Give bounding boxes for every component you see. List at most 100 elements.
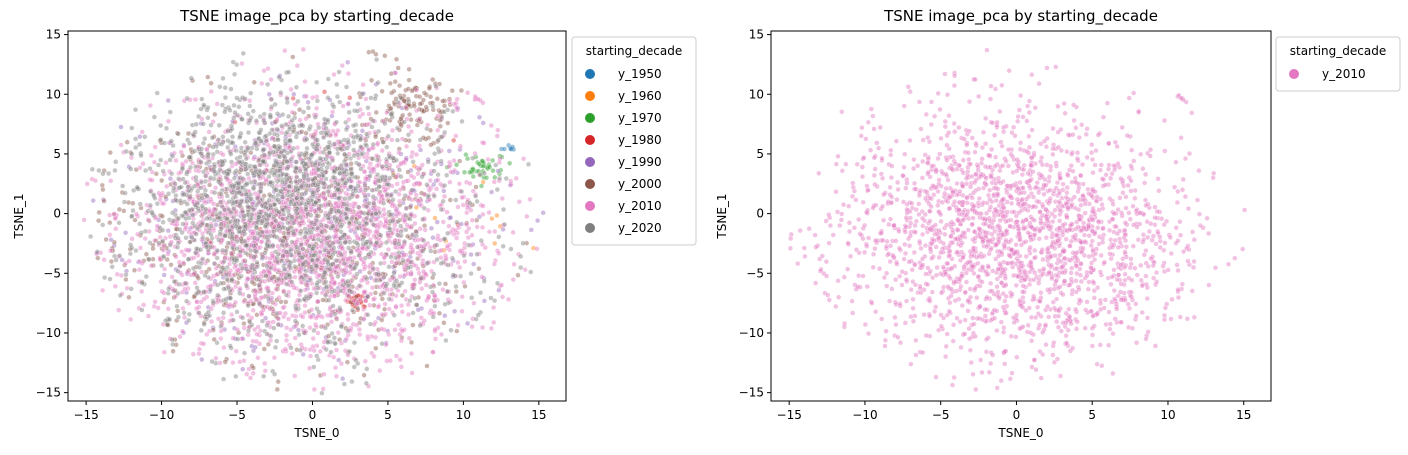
data-point (373, 109, 379, 116)
data-point (192, 280, 198, 286)
plot-area (68, 31, 566, 401)
data-point (196, 351, 202, 357)
data-point (380, 139, 386, 145)
legend-entry: y_1960 (618, 89, 662, 103)
data-point (415, 266, 421, 272)
data-point (518, 264, 524, 271)
data-point (184, 269, 191, 275)
data-point (479, 158, 485, 164)
data-point (227, 343, 233, 349)
data-point (415, 171, 421, 177)
data-point (421, 90, 428, 96)
data-point (204, 193, 210, 199)
data-point (195, 208, 202, 214)
data-point (228, 159, 235, 165)
data-point (184, 201, 190, 207)
data-point (119, 257, 125, 263)
data-point (225, 171, 231, 177)
x-axis-label: TSNE_0 (293, 426, 339, 440)
data-point (199, 96, 205, 102)
data-point (457, 248, 463, 254)
data-point (439, 116, 445, 122)
data-point (243, 242, 249, 248)
data-point (315, 141, 321, 148)
data-point (361, 289, 368, 295)
data-point (457, 273, 464, 279)
data-point (408, 245, 414, 251)
data-point (486, 209, 492, 216)
data-point (205, 104, 211, 111)
data-point (385, 231, 391, 238)
data-point (316, 309, 322, 315)
data-point (290, 54, 296, 60)
data-point (230, 359, 236, 366)
data-point (467, 180, 473, 187)
data-point (205, 150, 212, 157)
data-point (260, 307, 266, 313)
data-point (175, 308, 181, 314)
data-point (411, 103, 417, 109)
data-point (370, 141, 376, 148)
data-point (190, 212, 196, 218)
y-tick-label: 5 (53, 147, 61, 161)
data-point (343, 297, 349, 303)
data-point (515, 272, 521, 278)
data-point (285, 226, 291, 233)
data-point (336, 244, 343, 250)
data-point (479, 274, 485, 280)
data-point (276, 267, 282, 274)
data-point (206, 182, 213, 188)
data-point (283, 299, 289, 305)
data-point (224, 276, 230, 282)
data-point (481, 298, 488, 304)
data-point (193, 290, 200, 297)
data-point (426, 187, 433, 193)
data-point (346, 293, 352, 299)
data-point (240, 50, 246, 57)
data-point (373, 277, 380, 284)
data-point (173, 266, 179, 273)
data-point (286, 183, 293, 189)
data-point (234, 258, 240, 264)
data-point (330, 223, 336, 229)
data-point (356, 204, 362, 210)
legend-entry: y_2000 (618, 177, 662, 191)
data-point (250, 231, 256, 237)
data-point (302, 161, 309, 167)
data-point (274, 126, 280, 132)
data-point (432, 303, 438, 309)
data-point (229, 276, 235, 282)
data-point (96, 209, 102, 216)
data-point (400, 159, 407, 165)
data-point (139, 280, 145, 286)
data-point (273, 286, 279, 292)
data-point (113, 226, 119, 232)
data-point (414, 122, 421, 128)
data-point (188, 75, 194, 81)
data-point (388, 90, 395, 96)
data-point (236, 159, 242, 165)
data-point (146, 256, 152, 263)
data-point (187, 154, 194, 160)
data-point (151, 159, 158, 165)
data-point (279, 123, 285, 129)
data-point (154, 201, 160, 207)
data-point (393, 278, 400, 284)
data-point (230, 335, 236, 341)
data-point (152, 299, 158, 305)
data-point (232, 169, 238, 176)
data-point (476, 114, 483, 120)
data-point (247, 103, 253, 109)
data-point (127, 242, 134, 248)
data-point (462, 258, 468, 265)
data-point (433, 83, 439, 89)
data-point (440, 98, 446, 104)
data-point (511, 261, 517, 267)
data-point (313, 315, 319, 321)
data-point (227, 227, 233, 234)
data-point (433, 186, 440, 192)
data-point (181, 191, 187, 197)
data-point (354, 108, 361, 114)
data-point (208, 231, 214, 238)
data-point (468, 270, 474, 277)
